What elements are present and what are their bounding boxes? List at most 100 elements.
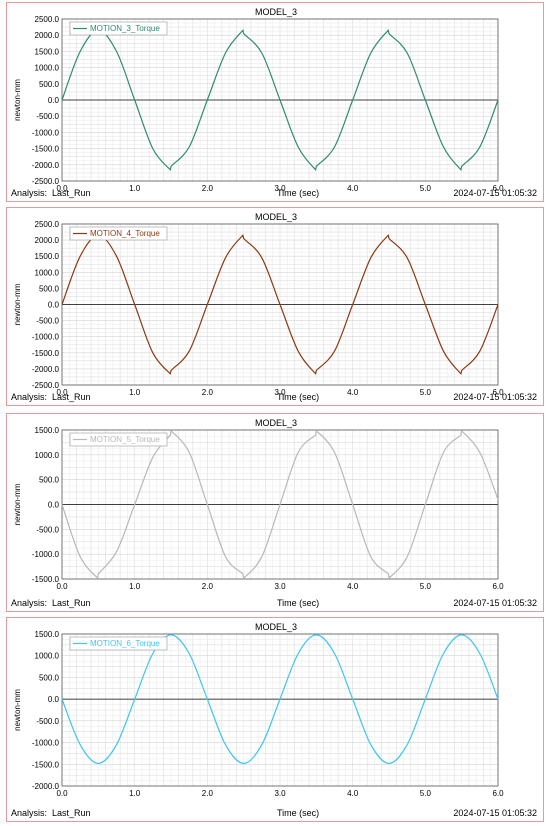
x-tick-label: 4.0: [347, 582, 359, 591]
y-axis-label: newton-mm: [13, 283, 22, 325]
chart-plot: 1500.0 1000.0 500.0 0.0 -500.0 -1000.0 -1500.0…: [13, 426, 504, 591]
y-tick-label: 0.0: [48, 695, 60, 704]
x-tick-label: 5.0: [420, 184, 432, 193]
legend: MOTION_6_Torque: [69, 636, 168, 651]
plot-frame: [61, 633, 499, 787]
analysis-run: Last_Run: [52, 392, 91, 402]
y-tick-label: 0.0: [48, 501, 60, 510]
chart-title: MODEL_3: [254, 622, 298, 632]
y-tick-label: 1500.0: [35, 47, 60, 56]
x-tick-label: 3.0: [274, 789, 286, 798]
timestamp: 2024-07-15 01:05:32: [453, 188, 537, 198]
y-tick-label: 1500.0: [35, 426, 60, 435]
chart-panel-motion-3: MODEL_3 2500.0 2000.0 1500.0 1000.0 500.0 0.0…: [6, 2, 544, 202]
series-line: [61, 429, 499, 580]
legend-box: [69, 432, 168, 447]
x-tick-label: 0.0: [56, 582, 68, 591]
x-tick-label: 6.0: [492, 184, 504, 193]
y-tick-label: -2000.0: [32, 782, 60, 791]
y-tick-label: -2500.0: [32, 381, 60, 390]
chart-title: MODEL_3: [254, 7, 298, 17]
legend-label: MOTION_3_Torque: [90, 24, 160, 33]
analysis-label: Analysis:: [11, 598, 48, 608]
analysis-info: Analysis: Last_Run: [11, 392, 91, 402]
y-axis-label: newton-mm: [13, 483, 22, 525]
series-line: [61, 234, 499, 375]
y-tick-label: 2000.0: [35, 236, 60, 245]
chart-panel-motion-4: MODEL_3 2500.0 2000.0 1500.0 1000.0 500.0 0.0…: [6, 207, 544, 406]
y-tick-label: -1500.0: [32, 575, 60, 584]
analysis-label: Analysis:: [11, 392, 48, 402]
y-tick-label: 2500.0: [35, 220, 60, 229]
y-tick-label: -500.0: [36, 525, 59, 534]
chart-plot: 2500.0 2000.0 1500.0 1000.0 500.0 0.0 -500.0 -1…: [13, 15, 504, 193]
y-tick-label: 0.0: [48, 96, 60, 105]
x-axis-label: Time (sec): [277, 808, 320, 818]
x-tick-label: 6.0: [492, 582, 504, 591]
x-tick-label: 1.0: [129, 582, 141, 591]
y-tick-label: 1000.0: [35, 451, 60, 460]
x-tick-label: 4.0: [347, 789, 359, 798]
x-tick-label: 0.0: [56, 184, 68, 193]
y-tick-label: 2000.0: [35, 31, 60, 40]
legend-box: [69, 636, 168, 651]
x-tick-label: 2.0: [202, 789, 214, 798]
x-tick-label: 2.0: [202, 582, 214, 591]
chart-plot: 1500.0 1000.0 500.0 0.0 -500.0 -1000.0 -1500.0…: [13, 630, 504, 798]
analysis-run: Last_Run: [52, 598, 91, 608]
x-axis-label: Time (sec): [277, 188, 320, 198]
x-tick-label: 3.0: [274, 582, 286, 591]
chart-panel-motion-5: MODEL_3 1500.0 1000.0 500.0 0.0 -500.0 -1000.…: [6, 413, 544, 612]
y-tick-label: 1500.0: [35, 630, 60, 639]
x-tick-label: 5.0: [420, 388, 432, 397]
y-tick-label: 500.0: [39, 80, 60, 89]
x-tick-label: 2.0: [202, 184, 214, 193]
x-tick-label: 3.0: [274, 388, 286, 397]
timestamp: 2024-07-15 01:05:32: [453, 808, 537, 818]
y-tick-label: -1000.0: [32, 739, 60, 748]
y-tick-label: 2500.0: [35, 15, 60, 24]
x-tick-label: 1.0: [129, 789, 141, 798]
series-line: [61, 634, 499, 765]
y-tick-label: -1000.0: [32, 550, 60, 559]
x-axis-label: Time (sec): [277, 392, 320, 402]
y-tick-label: 1500.0: [35, 252, 60, 261]
y-axis-label: newton-mm: [13, 79, 22, 121]
x-tick-label: 3.0: [274, 184, 286, 193]
analysis-run: Last_Run: [52, 808, 91, 818]
y-tick-label: -1500.0: [32, 760, 60, 769]
y-tick-label: 1000.0: [35, 268, 60, 277]
y-tick-label: -2000.0: [32, 161, 60, 170]
x-tick-label: 6.0: [492, 789, 504, 798]
chart-plot: 2500.0 2000.0 1500.0 1000.0 500.0 0.0 -500.0 -1…: [13, 220, 504, 397]
y-tick-label: 500.0: [39, 284, 60, 293]
x-tick-label: 5.0: [420, 789, 432, 798]
x-tick-label: 0.0: [56, 388, 68, 397]
x-tick-label: 1.0: [129, 184, 141, 193]
x-tick-label: 2.0: [202, 388, 214, 397]
x-tick-label: 1.0: [129, 388, 141, 397]
x-tick-label: 5.0: [420, 582, 432, 591]
y-axis-label: newton-mm: [13, 689, 22, 731]
chart-panel-motion-6: MODEL_3 1500.0 1000.0 500.0 0.0 -500.0 -1000.…: [6, 617, 544, 822]
y-tick-label: -1500.0: [32, 145, 60, 154]
analysis-info: Analysis: Last_Run: [11, 188, 91, 198]
y-tick-label: -2000.0: [32, 365, 60, 374]
x-tick-label: 6.0: [492, 388, 504, 397]
chart-title: MODEL_3: [254, 418, 298, 428]
y-tick-label: 1000.0: [35, 64, 60, 73]
chart-title: MODEL_3: [254, 212, 298, 222]
y-tick-label: -1000.0: [32, 128, 60, 137]
legend: MOTION_4_Torque: [69, 226, 168, 241]
timestamp: 2024-07-15 01:05:32: [453, 392, 537, 402]
legend-label: MOTION_4_Torque: [90, 229, 160, 238]
series-line: [61, 29, 499, 171]
analysis-label: Analysis:: [11, 188, 48, 198]
x-tick-label: 4.0: [347, 184, 359, 193]
y-tick-label: -2500.0: [32, 177, 60, 186]
y-tick-label: 1000.0: [35, 652, 60, 661]
y-tick-label: -1000.0: [32, 333, 60, 342]
legend: MOTION_3_Torque: [69, 21, 168, 36]
x-tick-label: 4.0: [347, 388, 359, 397]
legend-label: MOTION_6_Torque: [90, 639, 160, 648]
